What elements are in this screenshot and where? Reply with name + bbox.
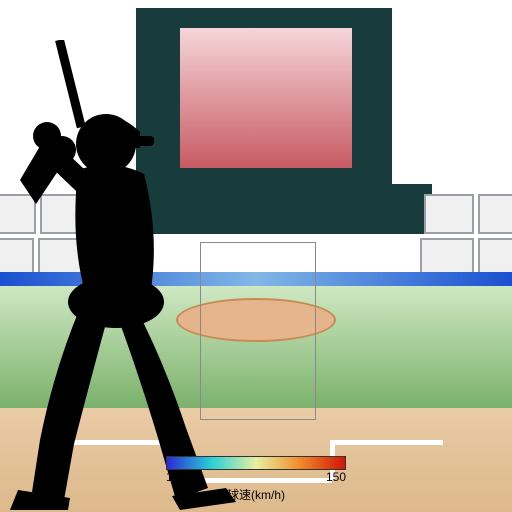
stand-box <box>424 194 474 234</box>
stand-box <box>478 238 512 274</box>
legend-tick-max: 150 <box>326 470 346 484</box>
legend-ticks: 100 150 <box>166 470 346 484</box>
batter-silhouette <box>0 40 260 510</box>
legend-axis-label: 球速(km/h) <box>166 486 346 503</box>
stand-box <box>478 194 512 234</box>
legend-gradient-bar <box>166 456 346 470</box>
stand-box <box>420 238 474 274</box>
speed-legend: 100 150 球速(km/h) <box>166 456 346 503</box>
pitch-location-chart: 100 150 球速(km/h) <box>0 0 512 512</box>
legend-tick-min: 100 <box>166 470 186 484</box>
plate-line <box>333 440 443 445</box>
